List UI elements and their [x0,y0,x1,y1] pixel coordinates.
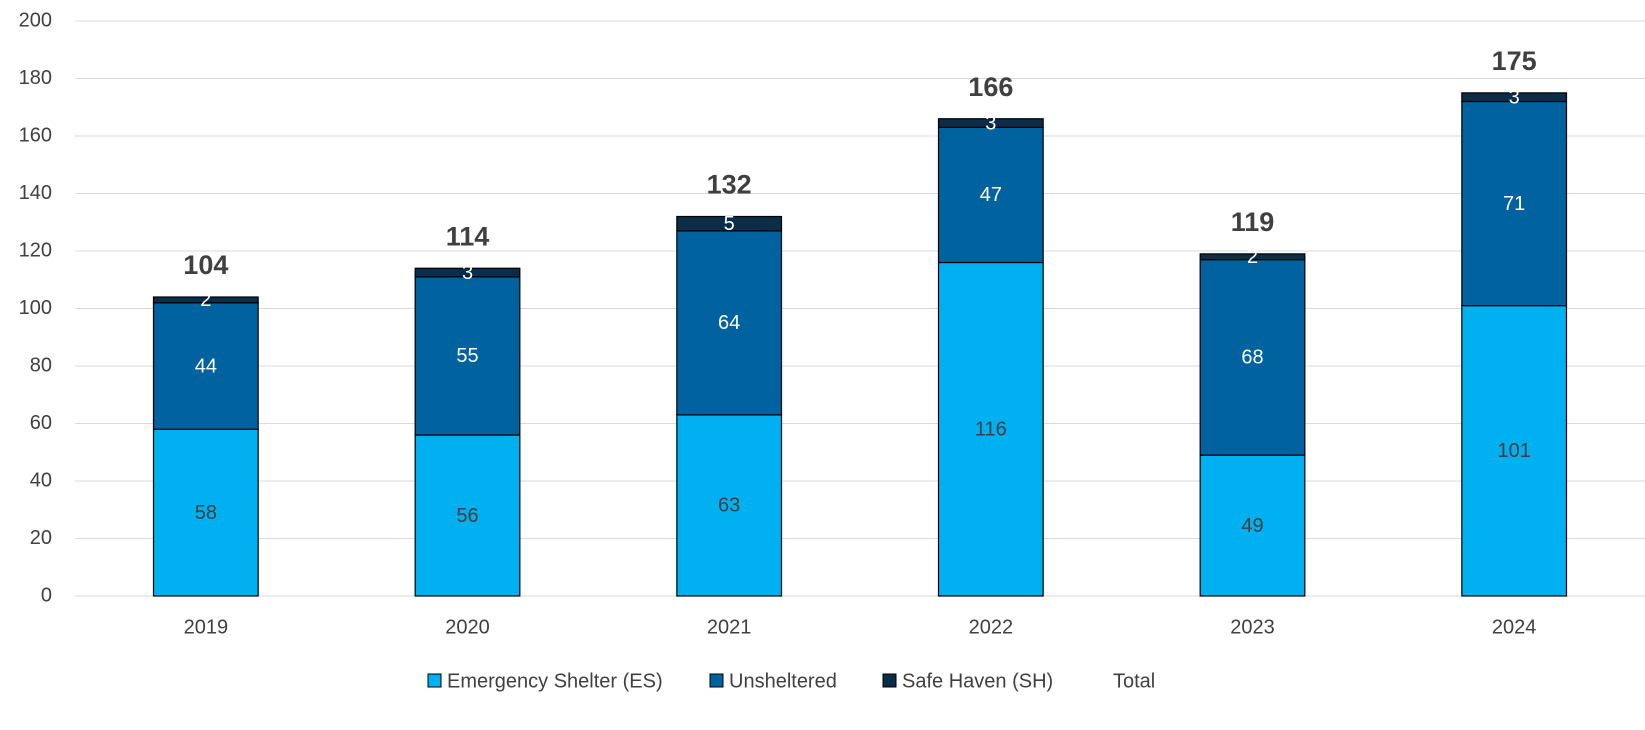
legend-label: Total [1113,670,1155,692]
bar-segment [676,215,783,232]
legend-label: Unsheltered [729,670,837,692]
bar-segment [1461,305,1568,597]
data-label: 71 [1503,193,1525,215]
y-tick-label: 140 [19,182,52,204]
bar-segment [676,414,783,597]
y-tick-label: 0 [41,584,52,606]
total-label: 104 [183,250,228,280]
total-label: 166 [968,72,1013,102]
data-label: 2 [1247,246,1258,268]
data-label: 5 [724,213,735,235]
data-label: 3 [985,112,996,134]
y-tick-label: 200 [19,9,52,31]
legend-label: Safe Haven (SH) [902,670,1053,692]
legend-label: Emergency Shelter (ES) [447,670,663,692]
bar-segment [1461,100,1568,307]
data-label: 55 [456,345,478,367]
total-label: 119 [1231,207,1275,237]
total-label: 132 [707,170,752,200]
data-label: 68 [1241,347,1263,369]
y-tick-label: 40 [30,469,52,491]
bar-segment [937,118,1044,128]
total-label: 175 [1492,46,1537,76]
bar-segment [414,267,521,278]
y-tick-label: 80 [30,354,52,376]
x-tick-label: 2023 [1230,616,1275,638]
bar-segment [676,230,783,416]
data-label: 64 [718,312,740,334]
y-tick-label: 20 [30,527,52,549]
data-label: 47 [980,184,1002,206]
bar-segment [1461,92,1568,103]
bar-segment [152,296,259,304]
x-tick-label: 2024 [1492,616,1537,638]
bar-segment [152,428,259,597]
data-label: 101 [1497,440,1530,462]
legend-swatch [427,673,442,688]
legend-swatch [709,673,724,688]
y-tick-label: 60 [30,412,52,434]
y-tick-label: 100 [19,297,52,319]
data-label: 44 [195,355,217,377]
data-label: 3 [1509,86,1520,108]
x-tick-label: 2020 [445,616,490,638]
data-label: 63 [718,495,740,517]
bar-segment [1199,454,1306,597]
bar-segment [152,302,259,430]
data-label: 49 [1241,515,1263,537]
bar-segment [414,434,521,597]
total-label: 114 [446,221,490,251]
legend-swatch [882,673,897,688]
data-label: 116 [975,419,1007,441]
data-label: 2 [200,289,211,311]
bar-segment [1199,259,1306,456]
x-tick-label: 2019 [184,616,229,638]
data-label: 56 [456,505,478,527]
data-label: 3 [462,262,473,284]
y-tick-label: 180 [19,67,52,89]
x-tick-label: 2022 [969,616,1014,638]
bar-segment [937,261,1044,597]
bar-segment [937,126,1044,264]
data-label: 58 [195,502,217,524]
y-tick-label: 120 [19,239,52,261]
y-tick-label: 160 [19,124,52,146]
x-tick-label: 2021 [707,616,752,638]
bar-segment [1199,253,1306,261]
bar-segment [414,276,521,436]
